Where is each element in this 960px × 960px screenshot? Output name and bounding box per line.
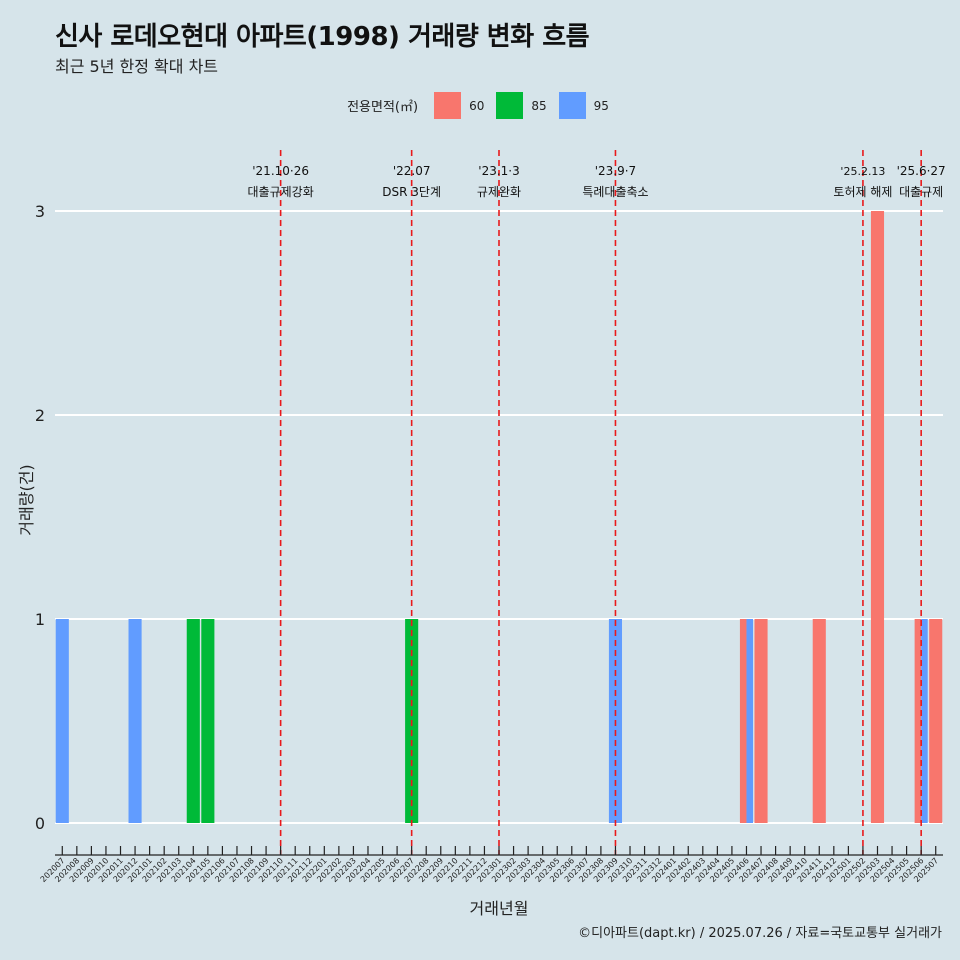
event-label-0: 대출규제강화 (248, 185, 314, 199)
y-tick-label-3: 3 (35, 202, 45, 221)
legend-key-95 (558, 92, 586, 119)
source-caption: ©디아파트(dapt.kr) / 2025.07.26 / 자료=국토교통부 실… (578, 926, 942, 941)
event-date-1: '22.07 (393, 164, 431, 178)
legend-label-95: 95 (593, 98, 609, 113)
legend-key-60 (434, 92, 462, 119)
y-axis-title: 거래량(건) (17, 464, 36, 535)
bar-202104-85 (186, 619, 200, 823)
chart-title: 신사 로데오현대 아파트(1998) 거래량 변화 흐름 (55, 22, 590, 52)
event-label-2: 규제완화 (477, 185, 521, 199)
bar-202012-95 (128, 619, 142, 823)
bar-202506-60 (914, 619, 922, 823)
legend-title: 전용면적(㎡) (347, 100, 419, 115)
legend-label-60: 60 (469, 98, 485, 113)
bar-202407-60 (754, 619, 768, 823)
event-date-4: '25.2.13 (840, 165, 885, 178)
event-date-0: '21.10·26 (252, 164, 309, 178)
bar-202507-60 (929, 619, 943, 823)
bar-202007-95 (55, 619, 69, 823)
legend: 전용면적(㎡) 60 85 95 (0, 92, 960, 119)
bar-202503-60 (870, 211, 885, 823)
event-date-2: '23.1·3 (478, 164, 519, 178)
legend-key-85 (496, 92, 524, 119)
chart-subtitle: 최근 5년 한정 확대 차트 (55, 57, 219, 76)
y-tick-label-0: 0 (35, 814, 45, 833)
bar-202411-60 (812, 619, 826, 823)
y-tick-label-2: 2 (35, 406, 45, 425)
x-axis-title: 거래년월 (470, 899, 529, 918)
bar-202506-95 (921, 619, 928, 823)
bar-202406-95 (746, 619, 754, 823)
y-tick-label-1: 1 (35, 610, 45, 629)
event-label-4: 토허제 해제 (833, 185, 892, 199)
legend-label-85: 85 (531, 98, 547, 113)
bar-202406-60 (739, 619, 747, 823)
event-label-5: 대출규제 (899, 185, 943, 199)
event-label-1: DSR 3단계 (382, 185, 441, 199)
event-date-5: '25.6·27 (897, 164, 946, 178)
event-label-3: 특례대출축소 (582, 185, 648, 199)
bar-202105-85 (201, 619, 215, 823)
event-date-3: '23.9·7 (595, 164, 636, 178)
